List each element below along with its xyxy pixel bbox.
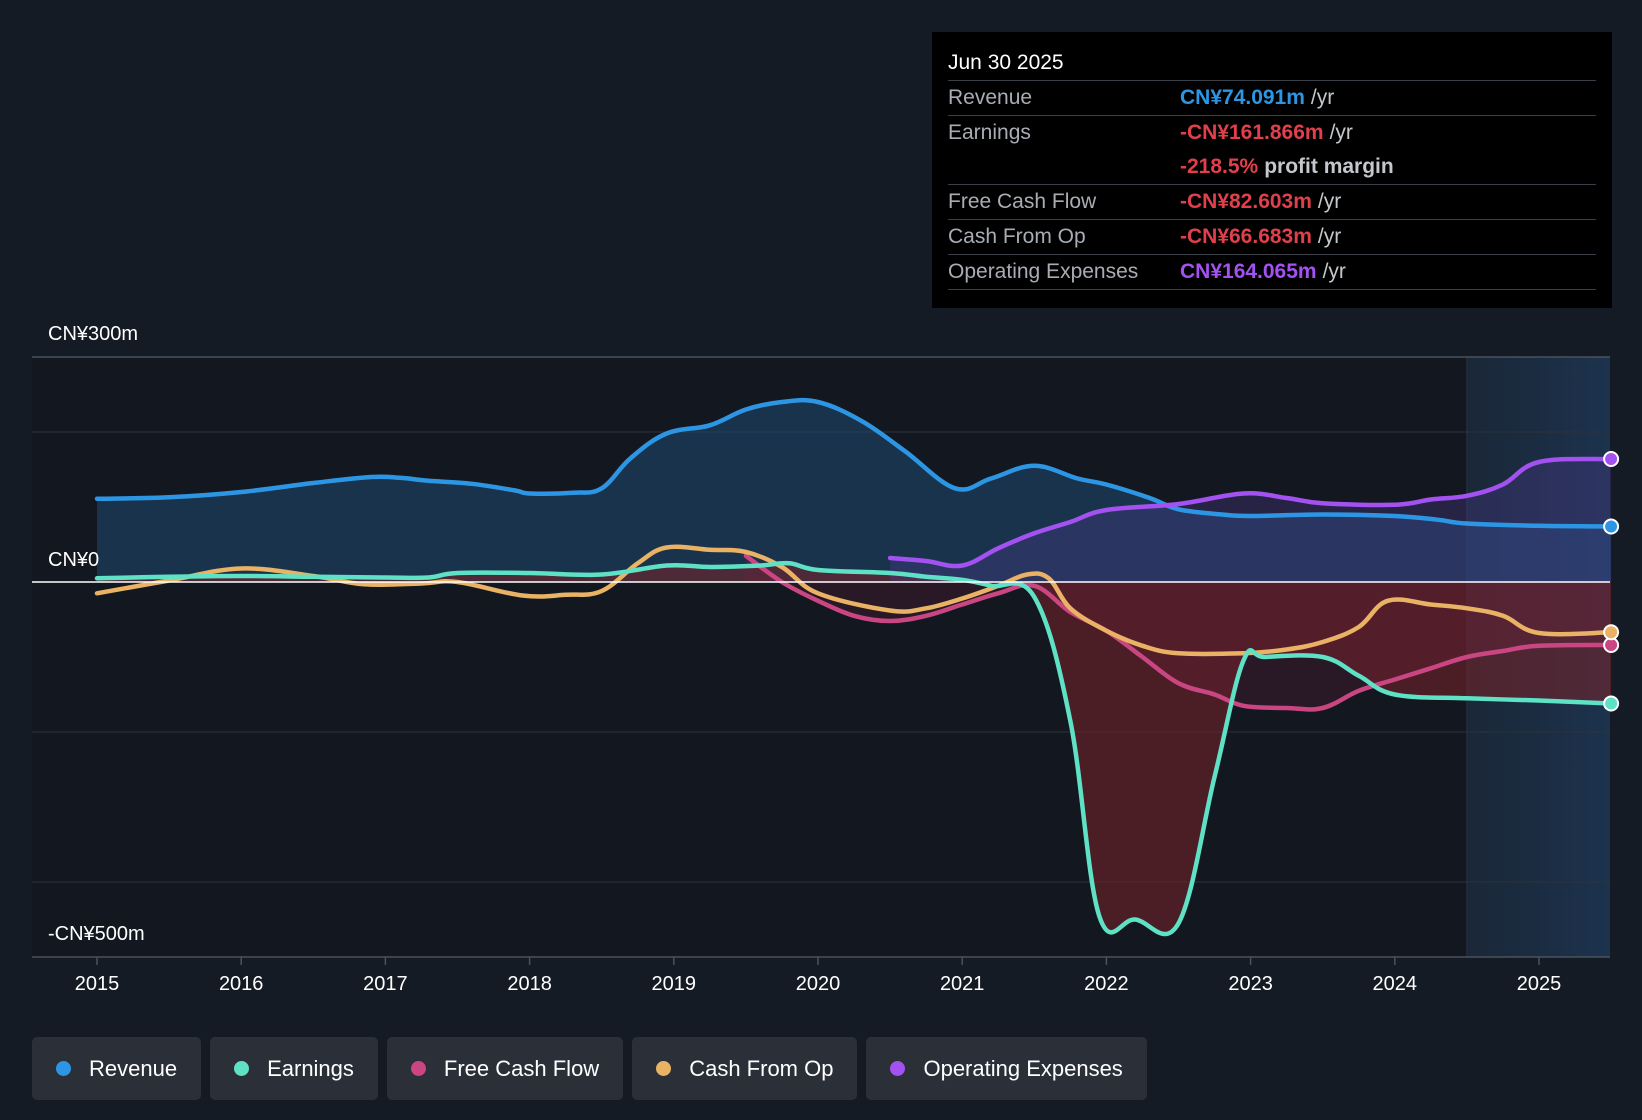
- tooltip-suffix: /yr: [1310, 86, 1335, 109]
- legend-label: Cash From Op: [689, 1055, 834, 1081]
- opex-area: [890, 458, 1612, 582]
- opex-line: [887, 456, 1614, 569]
- tooltip-row-earnings: Earnings -CN¥161.866m /yr: [948, 116, 1596, 150]
- x-tick-label: 2022: [1084, 973, 1129, 995]
- operating-expenses-dot-icon: [890, 1061, 906, 1076]
- tooltip-label: Operating Expenses: [948, 260, 1139, 283]
- y-axis-min-label: -CN¥500m: [48, 923, 145, 945]
- tooltip-suffix: /yr: [1317, 225, 1342, 248]
- chart-legend: Revenue Earnings Free Cash Flow Cash Fro…: [32, 1037, 1147, 1100]
- tooltip-label: Revenue: [948, 86, 1033, 109]
- x-tick-label: 2021: [940, 973, 985, 995]
- cfo-end-marker[interactable]: [1603, 624, 1620, 641]
- earnings-end-marker[interactable]: [1603, 695, 1620, 712]
- legend-item-earnings[interactable]: Earnings: [210, 1037, 378, 1100]
- tooltip-value: -CN¥82.603m: [1180, 190, 1312, 213]
- tooltip-row-cash-from-op: Cash From Op -CN¥66.683m /yr: [948, 220, 1596, 255]
- tooltip-label: Earnings: [948, 121, 1031, 144]
- legend-item-operating-expenses[interactable]: Operating Expenses: [866, 1037, 1147, 1100]
- x-tick-label: 2019: [652, 973, 697, 995]
- x-tick-label: 2020: [796, 973, 841, 995]
- y-axis-zero-label: CN¥0: [48, 549, 99, 571]
- legend-item-free-cash-flow[interactable]: Free Cash Flow: [386, 1037, 624, 1100]
- tooltip-value: CN¥74.091m: [1180, 86, 1305, 109]
- revenue-area: [97, 400, 1612, 582]
- tooltip-row-operating-expenses: Operating Expenses CN¥164.065m /yr: [948, 255, 1596, 290]
- fcf-line: [743, 553, 1614, 712]
- tooltip-value: -CN¥66.683m: [1180, 225, 1312, 248]
- tooltip-label: Cash From Op: [948, 225, 1086, 248]
- tooltip-value: -218.5%: [1180, 155, 1259, 178]
- tooltip-suffix: /yr: [1322, 260, 1346, 283]
- tooltip-suffix: profit margin: [1264, 155, 1394, 178]
- legend-label: Operating Expenses: [923, 1055, 1123, 1081]
- x-tick-label: 2023: [1228, 973, 1273, 995]
- free-cash-flow-dot-icon: [410, 1061, 426, 1076]
- legend-item-revenue[interactable]: Revenue: [32, 1037, 202, 1100]
- opex-end-marker[interactable]: [1603, 451, 1620, 467]
- tooltip-value: -CN¥161.866m: [1180, 121, 1324, 144]
- cash-from-op-dot-icon: [656, 1061, 672, 1076]
- x-tick-label: 2025: [1517, 973, 1562, 995]
- x-tick-label: 2024: [1373, 973, 1418, 995]
- legend-label: Earnings: [267, 1055, 354, 1081]
- earnings-dot-icon: [234, 1061, 250, 1076]
- tooltip-suffix: /yr: [1329, 121, 1353, 144]
- legend-label: Revenue: [89, 1055, 178, 1081]
- revenue-end-marker[interactable]: [1603, 518, 1620, 535]
- hover-tooltip: Jun 30 2025 Revenue CN¥74.091m /yr Earni…: [932, 32, 1612, 308]
- tooltip-label: Free Cash Flow: [948, 190, 1097, 213]
- legend-item-cash-from-op[interactable]: Cash From Op: [632, 1037, 858, 1100]
- x-tick-label: 2015: [75, 973, 120, 995]
- tooltip-value: CN¥164.065m: [1180, 260, 1317, 283]
- revenue-line: [94, 397, 1614, 529]
- x-tick-label: 2016: [219, 973, 264, 995]
- tooltip-row-revenue: Revenue CN¥74.091m /yr: [948, 81, 1596, 116]
- x-tick-label: 2017: [363, 973, 408, 995]
- fcf-area: [745, 555, 1612, 710]
- revenue-dot-icon: [56, 1061, 71, 1076]
- x-tick-label: 2018: [507, 973, 552, 995]
- tooltip-row-profit-margin: -218.5% profit margin: [948, 150, 1596, 185]
- tooltip-suffix: /yr: [1317, 190, 1342, 213]
- legend-label: Free Cash Flow: [443, 1055, 600, 1081]
- tooltip-row-free-cash-flow: Free Cash Flow -CN¥82.603m /yr: [948, 185, 1596, 220]
- y-axis-max-label: CN¥300m: [48, 323, 138, 345]
- tooltip-date: Jun 30 2025: [948, 46, 1596, 81]
